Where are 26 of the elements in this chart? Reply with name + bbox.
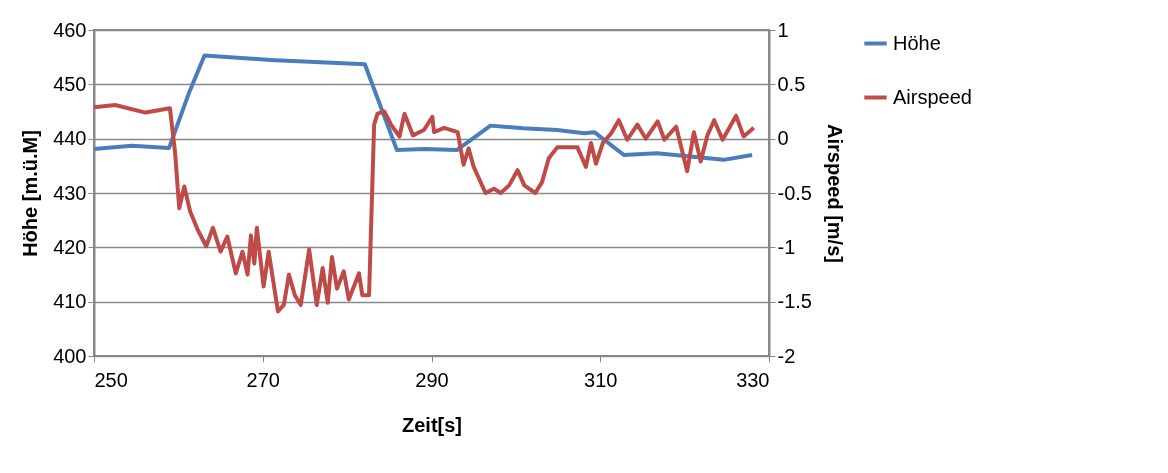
y2-tick-label: 1 (777, 18, 789, 41)
y2-axis-title: Airspeed [m/s] (823, 124, 846, 263)
y-tick-label: 400 (53, 344, 87, 367)
line-series (94, 53, 755, 162)
y2-tick-label: 0 (777, 127, 789, 150)
x-tick-label: 330 (736, 368, 770, 391)
y-tick-label: 440 (53, 127, 87, 150)
line-series (94, 102, 756, 314)
y2-tick-label: -2 (777, 344, 796, 367)
x-tick-label: 310 (584, 368, 618, 391)
y-tick-label: 460 (53, 18, 87, 41)
legend-label: Airspeed (893, 85, 972, 108)
y-tick-label: 450 (53, 72, 87, 95)
y2-tick-label: 0.5 (777, 72, 806, 95)
x-tick-label: 250 (94, 368, 128, 391)
y-axis-title: Höhe [m.ü.M] (19, 130, 42, 257)
legend-label: Höhe (893, 31, 941, 54)
y-tick-label: 420 (53, 235, 87, 258)
y-tick-label: 410 (53, 290, 87, 313)
x-tick-label: 290 (415, 368, 449, 391)
y2-tick-label: -0.5 (777, 181, 812, 204)
x-axis-title: Zeit[s] (402, 413, 462, 436)
y-tick-label: 430 (53, 181, 87, 204)
y2-tick-label: -1.5 (777, 290, 812, 313)
x-tick-label: 270 (246, 368, 280, 391)
y2-tick-label: -1 (777, 235, 796, 258)
